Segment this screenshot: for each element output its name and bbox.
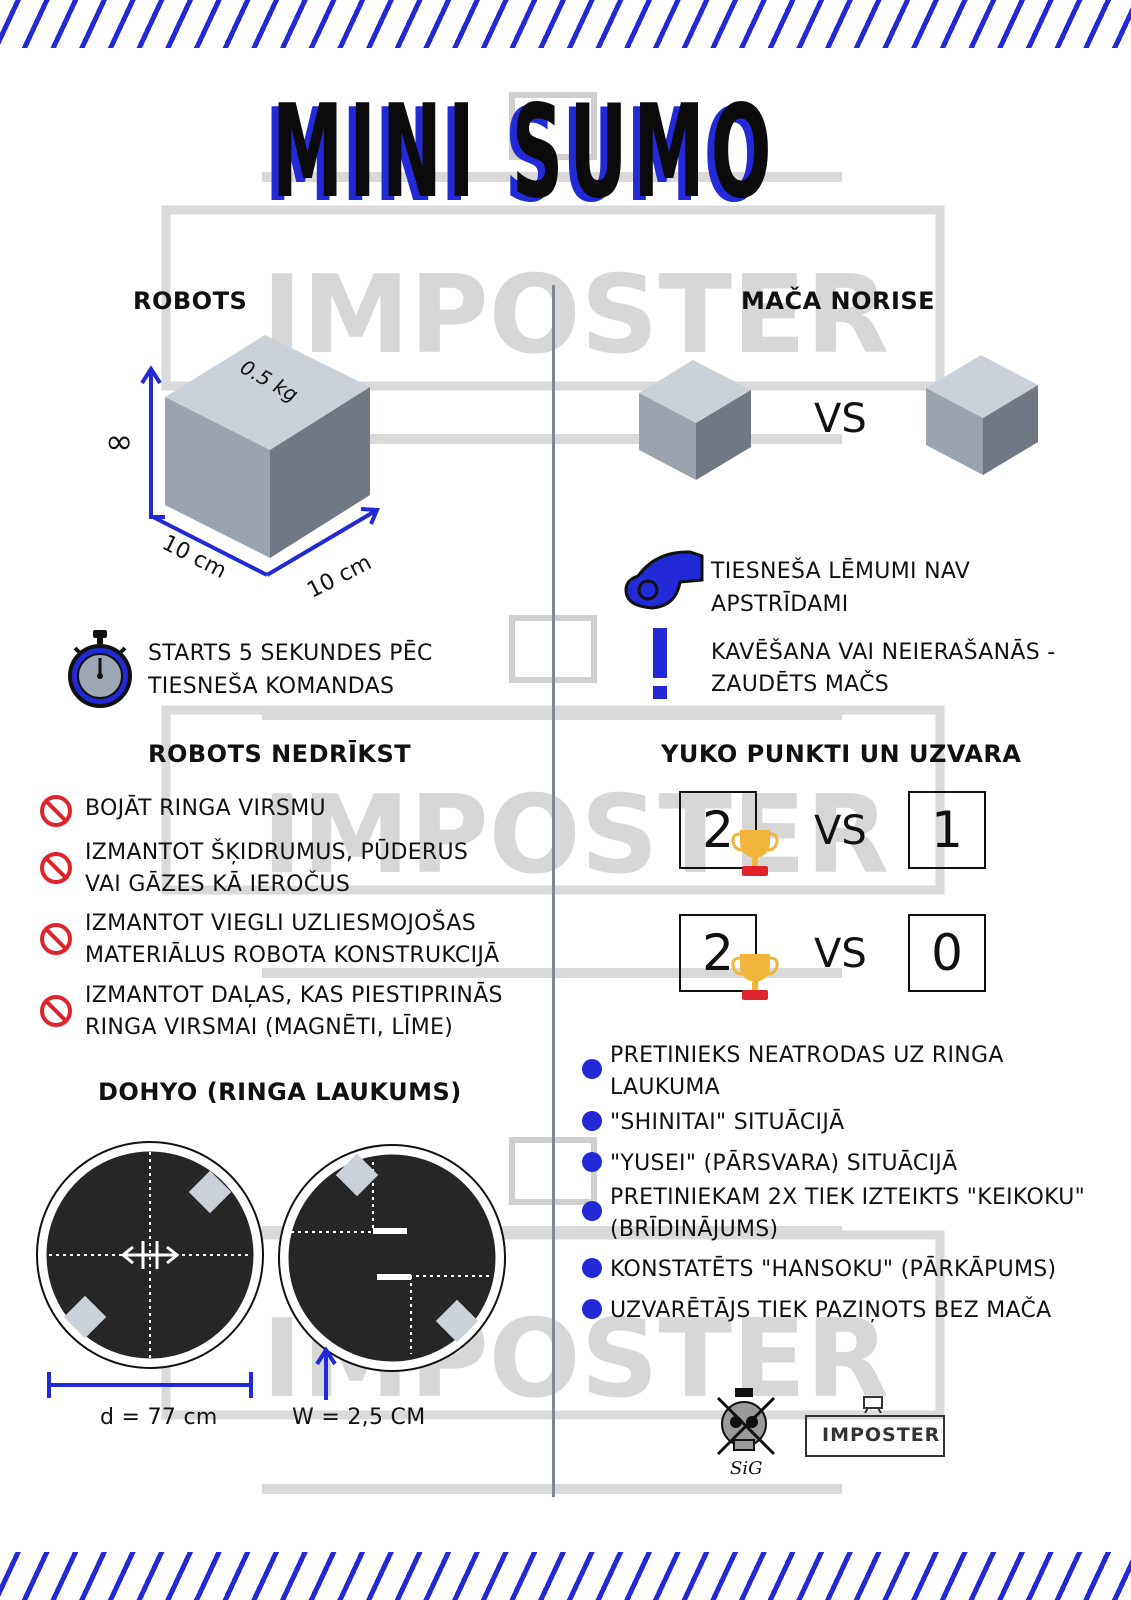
win-condition-6: UZVARĒTĀJS TIEK PAZIŅOTS BEZ MAČA	[610, 1298, 1052, 1323]
score-vs: VS	[814, 931, 867, 977]
robots-heading: ROBOTS	[133, 287, 248, 315]
exclamation-icon	[653, 628, 667, 699]
forbidden-item-3-line1: IZMANTOT VIEGLI UZLIESMOJOŠAS	[85, 911, 477, 936]
cube-right-face	[270, 387, 370, 558]
page-title: MINI SUMO MINI SUMO	[265, 78, 852, 231]
versus-label: VS	[814, 396, 867, 442]
top-stripe-border	[0, 0, 1131, 48]
bottom-stripe-border	[0, 1552, 1131, 1600]
win-condition-2: "SHINITAI" SITUĀCIJĀ	[610, 1110, 845, 1135]
prohibited-icon	[40, 852, 72, 884]
stopwatch-icon	[68, 630, 132, 708]
win-condition-1-line2: LAUKUMA	[610, 1075, 720, 1100]
cube-left-face	[165, 397, 270, 558]
prohibited-icon	[40, 995, 72, 1027]
height-label: ∞	[105, 422, 133, 462]
sig-skull-logo: SiG	[716, 1388, 776, 1478]
start-rule-line1: STARTS 5 SEKUNDES PĒC	[148, 641, 433, 666]
forbidden-item-1: BOJĀT RINGA VIRSMU	[85, 796, 326, 821]
dohyo-ring-right	[278, 1144, 506, 1372]
dohyo-ring-left	[36, 1141, 264, 1369]
cube-right	[926, 355, 1038, 475]
imposter-logo	[805, 1415, 945, 1457]
score-vs: VS	[814, 808, 867, 854]
score-box-right: 1	[908, 791, 986, 869]
easel-icon	[863, 1396, 883, 1413]
win-condition-3: "YUSEI" (PĀRSVARA) SITUĀCIJĀ	[610, 1151, 958, 1176]
win-condition-4-line2: (BRĪDINĀJUMS)	[610, 1217, 779, 1242]
depth-label: 10 cm	[303, 550, 375, 600]
win-condition-4-line1: PRETINIEKAM 2X TIEK IZTEIKTS "KEIKOKU"	[610, 1185, 1086, 1210]
title-text: MINI SUMO	[272, 78, 778, 227]
bullet-dot	[582, 1201, 602, 1221]
column-divider	[552, 285, 555, 1497]
prohibited-icon	[40, 923, 72, 955]
imposter-logo-text: IMPOSTER	[822, 1424, 941, 1446]
forbidden-item-2-line2: VAI GĀZES KĀ IEROČUS	[85, 872, 351, 897]
bullet-dot	[582, 1299, 602, 1319]
bullet-dot	[582, 1258, 602, 1278]
forbidden-item-4-line2: RINGA VIRSMAI (MAGNĒTI, LĪME)	[85, 1015, 454, 1040]
score-box-right: 0	[908, 914, 986, 992]
whistle-icon	[624, 550, 704, 610]
dohyo-diagram	[36, 1141, 506, 1400]
trophy-icon	[731, 830, 779, 876]
forbidden-item-2-line1: IZMANTOT ŠĶIDRUMUS, PŪDERUS	[85, 840, 469, 865]
referee-rule-line2: APSTRĪDAMI	[711, 592, 849, 617]
score-box-left: 2	[679, 914, 757, 992]
match-heading: MAČA NORISE	[741, 287, 936, 315]
yuko-heading: YUKO PUNKTI UN UZVARA	[661, 740, 1022, 768]
versus-cubes	[639, 355, 1038, 480]
win-condition-1-line1: PRETINIEKS NEATRODAS UZ RINGA	[610, 1043, 1004, 1068]
start-rule-line2: TIESNEŠA KOMANDAS	[148, 674, 395, 699]
dohyo-heading: DOHYO (RINGA LAUKUMS)	[98, 1078, 462, 1106]
bullet-dot	[582, 1059, 602, 1079]
late-rule-line1: KAVĒŠANA VAI NEIERAŠANĀS -	[711, 640, 1056, 665]
forbidden-item-3-line2: MATERIĀLUS ROBOTA KONSTRUKCIJĀ	[85, 943, 500, 968]
win-condition-5: KONSTATĒTS "HANSOKU" (PĀRKĀPUMS)	[610, 1257, 1057, 1282]
cube-left	[639, 360, 751, 480]
prohibited-icon	[40, 795, 72, 827]
bullet-dot	[582, 1152, 602, 1172]
trophy-icon	[731, 954, 779, 1000]
referee-rule-line1: TIESNEŠA LĒMUMI NAV	[711, 559, 971, 584]
line-width-label: W = 2,5 CM	[292, 1405, 426, 1430]
robot-dimensions-diagram: 0.5 kg ∞ 10 cm 10 cm	[105, 335, 380, 600]
forbidden-item-4-line1: IZMANTOT DAĻAS, KAS PIESTIPRINĀS	[85, 983, 503, 1008]
sig-logo-text: SiG	[730, 1458, 762, 1478]
cube-top-face	[165, 335, 370, 450]
late-rule-line2: ZAUDĒTS MAČS	[711, 672, 890, 697]
forbidden-heading: ROBOTS NEDRĪKST	[148, 740, 412, 768]
bullet-dot	[582, 1111, 602, 1131]
title-shadow: MINI SUMO	[265, 82, 771, 231]
diameter-label: d = 77 cm	[100, 1405, 218, 1430]
